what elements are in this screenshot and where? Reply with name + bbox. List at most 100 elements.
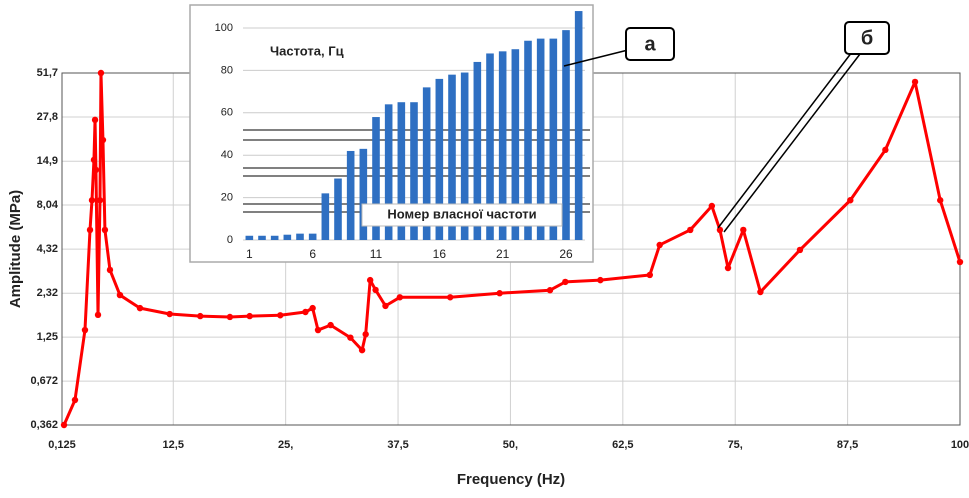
- bar: [258, 235, 266, 240]
- marker: [136, 304, 144, 312]
- y-tick-label: 20: [221, 192, 233, 204]
- inset-x-label: Номер власної частоти: [387, 206, 536, 221]
- callout-box: [625, 27, 675, 61]
- marker: [724, 264, 732, 272]
- marker: [366, 276, 374, 284]
- marker: [882, 146, 889, 154]
- y-tick-label: 8,04: [37, 199, 59, 211]
- y-tick-label: 60: [221, 107, 233, 119]
- marker: [94, 311, 102, 319]
- callout-line: [717, 51, 853, 229]
- callout-line: [563, 49, 629, 67]
- x-tick-label: 50,: [503, 439, 518, 451]
- marker: [911, 78, 919, 86]
- marker: [92, 166, 100, 174]
- bar: [422, 87, 431, 240]
- bar: [296, 233, 304, 240]
- x-tick-label: 21: [496, 247, 510, 261]
- callouts: а б: [563, 21, 890, 233]
- bar: [511, 49, 520, 240]
- marker: [302, 308, 309, 316]
- bar: [536, 38, 545, 241]
- bar: [397, 102, 406, 240]
- marker: [362, 331, 369, 338]
- marker: [97, 69, 105, 77]
- marker: [937, 197, 944, 204]
- bar: [574, 11, 583, 240]
- y-tick-label: 2,32: [37, 287, 58, 299]
- bar: [410, 102, 418, 240]
- marker: [372, 286, 379, 294]
- bar: [308, 233, 317, 240]
- marker: [314, 326, 322, 334]
- marker: [740, 226, 747, 234]
- xlabel-box: [361, 203, 563, 227]
- y-tick-label: 0,362: [30, 419, 58, 431]
- bar: [359, 148, 368, 240]
- x-tick-label: 26: [559, 247, 573, 261]
- marker: [86, 226, 94, 234]
- bar: [473, 61, 482, 240]
- bar: [384, 104, 393, 240]
- bar: [334, 178, 342, 240]
- callout-line: [723, 53, 861, 233]
- bar: [321, 193, 330, 240]
- marker: [757, 288, 764, 296]
- marker: [796, 246, 804, 254]
- marker: [166, 310, 173, 318]
- callout-label: б: [861, 27, 873, 49]
- bar: [448, 74, 456, 240]
- marker: [90, 156, 98, 164]
- bar: [562, 30, 570, 241]
- marker: [496, 290, 503, 297]
- y-tick-label: 1,25: [37, 331, 58, 343]
- marker: [101, 226, 109, 234]
- marker: [646, 271, 654, 279]
- callout-label: а: [644, 33, 656, 55]
- bar: [245, 235, 254, 240]
- x-tick-label: 0,125: [48, 439, 76, 451]
- marker: [716, 226, 724, 234]
- marker: [327, 321, 334, 329]
- bar: [372, 117, 380, 240]
- marker: [197, 312, 204, 320]
- y-tick-label: 100: [215, 22, 233, 34]
- inset-title: Частота, Гц: [270, 43, 344, 58]
- y-tick-label: 27,8: [37, 111, 58, 123]
- marker: [60, 421, 68, 429]
- marker: [562, 278, 569, 286]
- marker: [81, 326, 89, 334]
- bar: [549, 38, 558, 241]
- marker: [116, 291, 124, 299]
- bar: [486, 53, 494, 240]
- y-tick-label: 80: [221, 64, 233, 76]
- marker: [708, 202, 716, 210]
- marker: [309, 304, 316, 312]
- bar: [498, 51, 507, 240]
- marker: [96, 197, 104, 204]
- x-axis-label: Frequency (Hz): [457, 471, 565, 488]
- marker: [91, 116, 99, 124]
- bar: [524, 40, 532, 241]
- bar: [460, 72, 469, 240]
- y-tick-label: 0,672: [30, 375, 58, 387]
- marker: [956, 258, 964, 266]
- x-tick-label: 100: [951, 439, 969, 451]
- y-tick-label: 4,32: [37, 243, 58, 255]
- marker: [226, 313, 234, 321]
- x-tick-label: 1: [246, 247, 253, 261]
- y-axis-label: Amplitude (MPa): [7, 190, 24, 308]
- callout-box: [844, 21, 890, 55]
- marker: [277, 312, 284, 319]
- bar: [435, 78, 444, 240]
- x-tick-label: 62,5: [612, 439, 633, 451]
- y-tick-label: 51,7: [37, 67, 58, 79]
- marker: [656, 241, 663, 249]
- y-tick-label: 0: [227, 234, 233, 246]
- x-tick-label: 37,5: [387, 439, 408, 451]
- marker: [246, 312, 253, 320]
- marker: [446, 294, 454, 301]
- x-tick-label: 11: [370, 247, 383, 261]
